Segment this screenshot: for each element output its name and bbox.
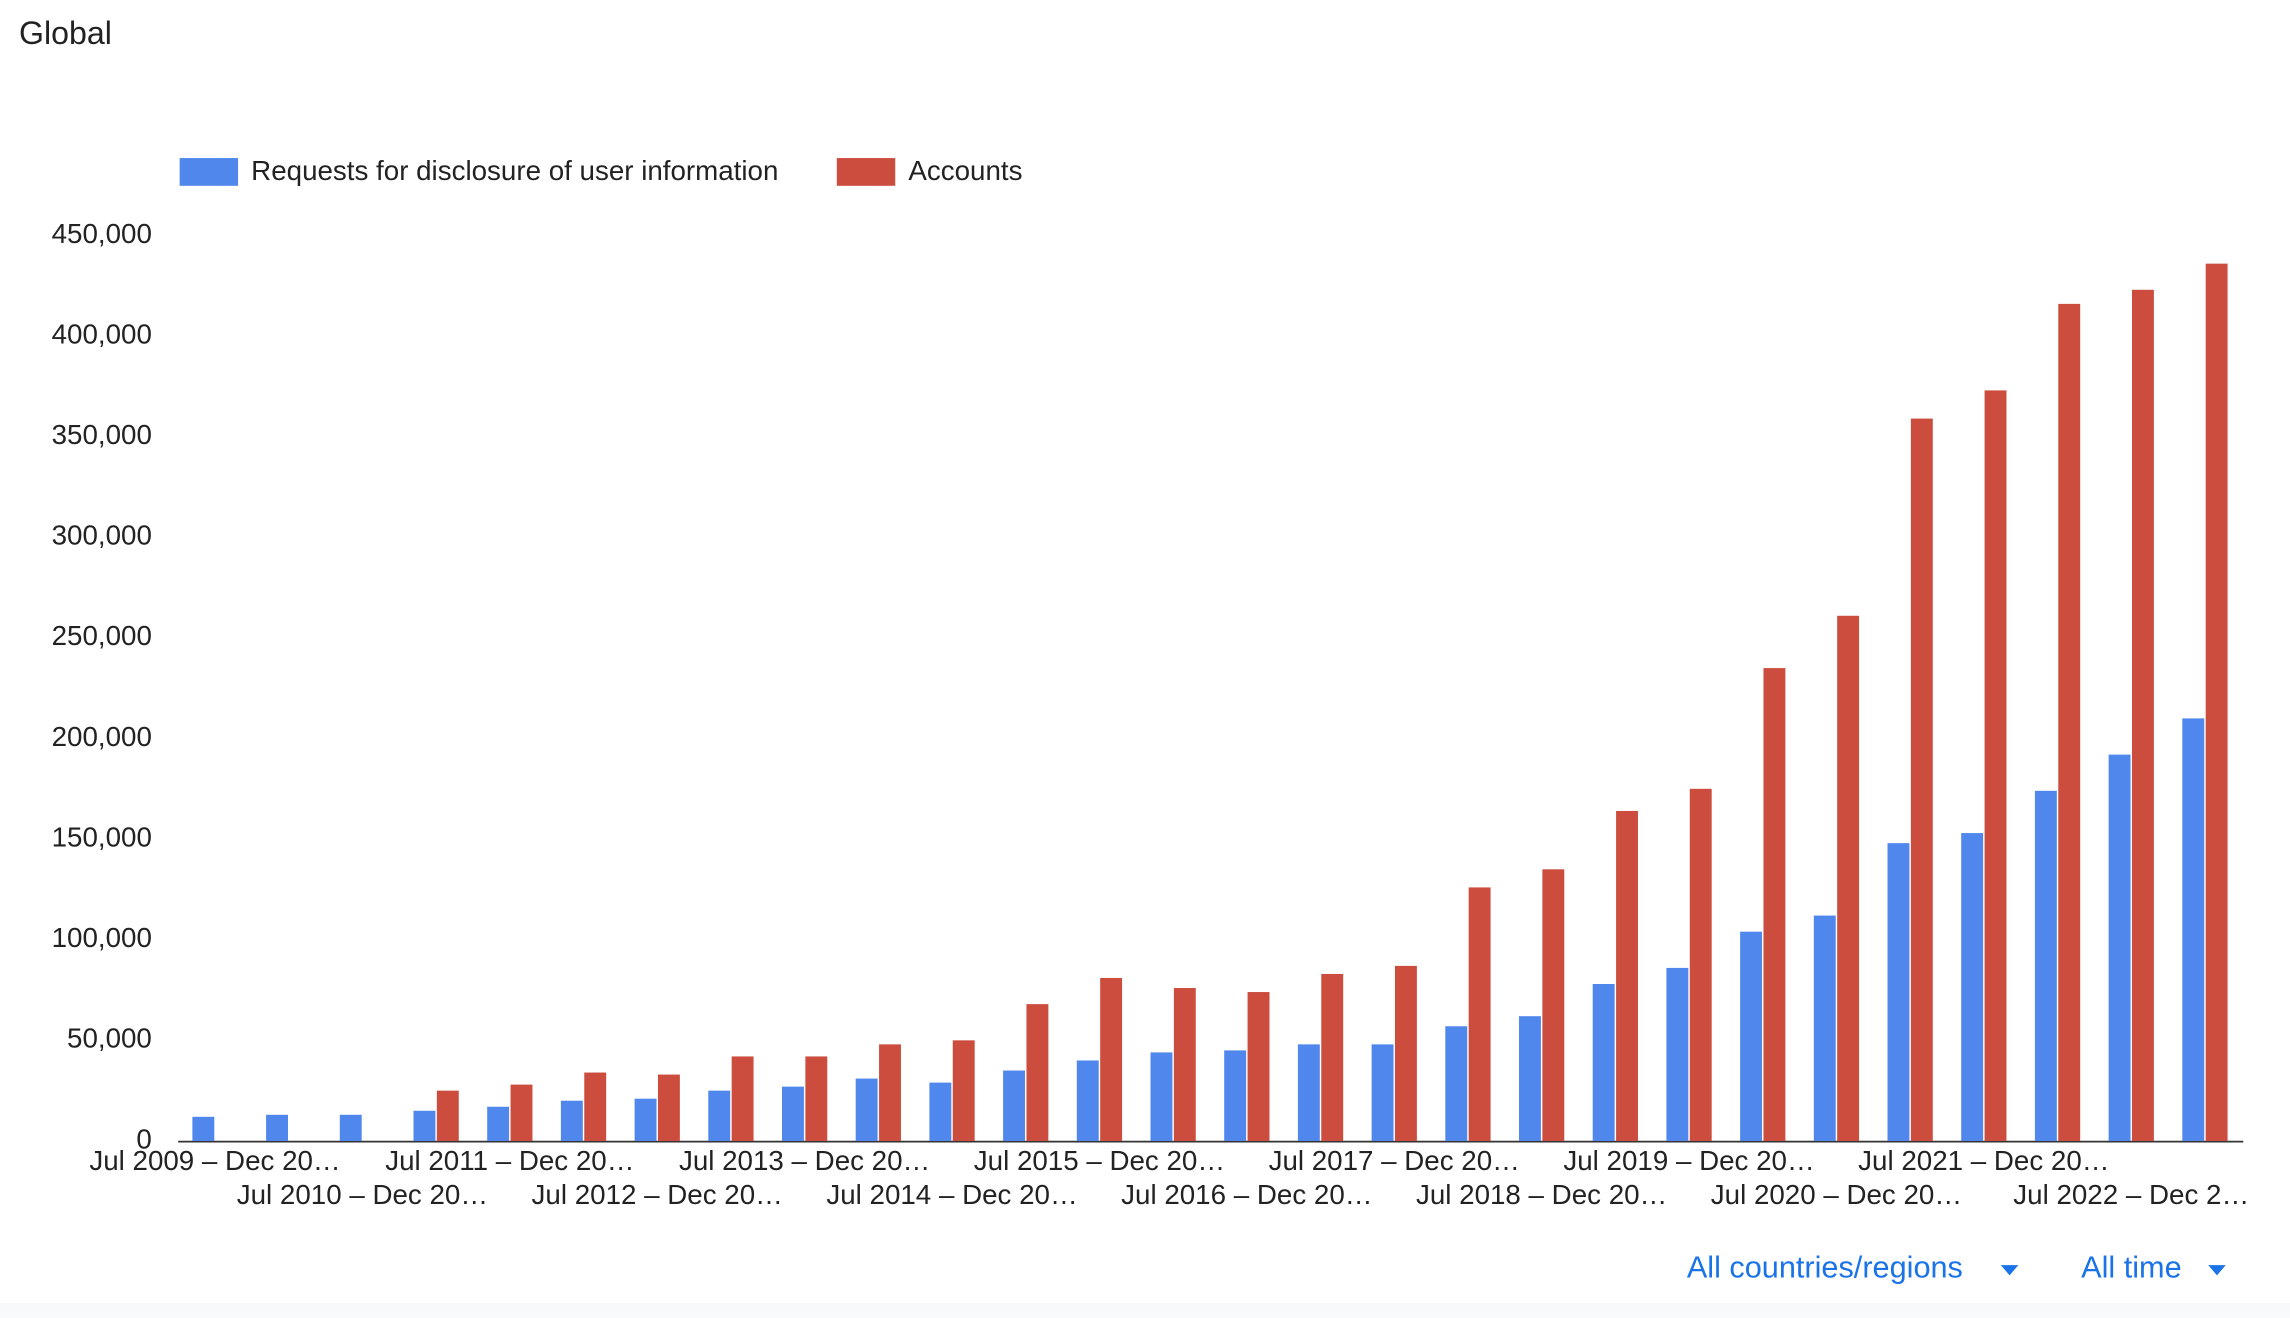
bar [413, 1110, 436, 1141]
bar [2108, 754, 2131, 1141]
bar [1371, 1044, 1394, 1141]
bar [657, 1074, 680, 1141]
y-tick-label: 0 [136, 1123, 151, 1154]
bar [1394, 965, 1417, 1141]
x-tick-label: Jul 2015 – Dec 20… [974, 1145, 1225, 1176]
bar [1026, 1004, 1049, 1141]
bar [2182, 718, 2205, 1141]
page-title: Global [19, 15, 112, 51]
bar [1445, 1026, 1468, 1141]
y-tick-label: 100,000 [52, 922, 152, 953]
bar [2131, 289, 2154, 1141]
period-filter-label[interactable]: All time [2081, 1251, 2182, 1285]
bar [1297, 1044, 1320, 1141]
bar [1247, 992, 1270, 1141]
x-tick-label: Jul 2010 – Dec 20… [237, 1179, 488, 1210]
period-filter[interactable]: All time [2081, 1251, 2226, 1285]
bar [2058, 303, 2081, 1141]
bar [805, 1056, 828, 1141]
bar [1592, 984, 1615, 1141]
bar [708, 1090, 731, 1141]
region-filter[interactable]: All countries/regions [1687, 1251, 2019, 1285]
y-tick-label: 350,000 [52, 419, 152, 450]
legend-label: Accounts [908, 155, 1022, 186]
x-tick-label: Jul 2020 – Dec 20… [1711, 1179, 1962, 1210]
bar [731, 1056, 754, 1141]
footer-strip [0, 1303, 2290, 1318]
x-tick-label: Jul 2009 – Dec 20… [89, 1145, 340, 1176]
x-tick-label: Jul 2021 – Dec 20… [1858, 1145, 2109, 1176]
bar [1740, 931, 1763, 1141]
bar [1003, 1070, 1026, 1141]
x-tick-label: Jul 2016 – Dec 20… [1121, 1179, 1372, 1210]
bar [510, 1084, 533, 1141]
x-tick-label: Jul 2018 – Dec 20… [1416, 1179, 1667, 1210]
bar [1689, 788, 1712, 1141]
region-filter-label[interactable]: All countries/regions [1687, 1251, 1963, 1285]
bar [1519, 1016, 1541, 1141]
x-tick-label: Jul 2017 – Dec 20… [1269, 1145, 1520, 1176]
x-tick-label: Jul 2022 – Dec 2… [2013, 1179, 2249, 1210]
bar [1813, 915, 1836, 1141]
y-tick-label: 150,000 [52, 821, 152, 852]
legend-swatch [836, 158, 896, 186]
bar [2205, 263, 2228, 1141]
bar [436, 1090, 459, 1141]
x-tick-label: Jul 2011 – Dec 20… [385, 1145, 634, 1176]
bar [1173, 988, 1196, 1141]
x-tick-label: Jul 2013 – Dec 20… [679, 1145, 930, 1176]
bar [855, 1078, 878, 1141]
y-tick-label: 200,000 [52, 721, 152, 752]
bar [266, 1114, 288, 1141]
x-tick-label: Jul 2019 – Dec 20… [1563, 1145, 1814, 1176]
bar [560, 1100, 583, 1141]
bar [1468, 887, 1491, 1141]
bar [1076, 1060, 1099, 1141]
bar [1616, 810, 1638, 1141]
bar [634, 1098, 657, 1141]
bar [1961, 833, 1984, 1141]
bar [1150, 1052, 1173, 1141]
bar [1542, 869, 1565, 1141]
bar [1763, 668, 1786, 1141]
legend-label: Requests for disclosure of user informat… [251, 155, 778, 186]
bar [781, 1086, 804, 1141]
y-tick-label: 50,000 [67, 1023, 152, 1054]
bar [1666, 967, 1689, 1141]
bar [929, 1082, 952, 1141]
bar [584, 1072, 607, 1141]
bar [192, 1116, 215, 1141]
bar [1321, 973, 1344, 1141]
bar [1224, 1050, 1247, 1141]
bar [1984, 390, 2007, 1141]
dropdown-arrow[interactable] [2208, 1265, 2226, 1276]
bar [2034, 790, 2057, 1141]
y-tick-label: 250,000 [52, 620, 152, 651]
y-tick-label: 400,000 [52, 318, 152, 349]
dropdown-arrow[interactable] [2000, 1265, 2019, 1276]
bar [1887, 843, 1910, 1141]
bar [1100, 977, 1123, 1141]
legend-swatch [179, 158, 239, 186]
bar [879, 1044, 901, 1141]
x-tick-label: Jul 2014 – Dec 20… [826, 1179, 1077, 1210]
y-tick-label: 450,000 [52, 218, 152, 249]
bar [487, 1106, 510, 1141]
bar [1837, 615, 1860, 1141]
bar [339, 1114, 362, 1141]
bar [1910, 418, 1933, 1141]
y-tick-label: 300,000 [52, 520, 152, 551]
x-tick-label: Jul 2012 – Dec 20… [532, 1179, 783, 1210]
bar [952, 1040, 975, 1141]
